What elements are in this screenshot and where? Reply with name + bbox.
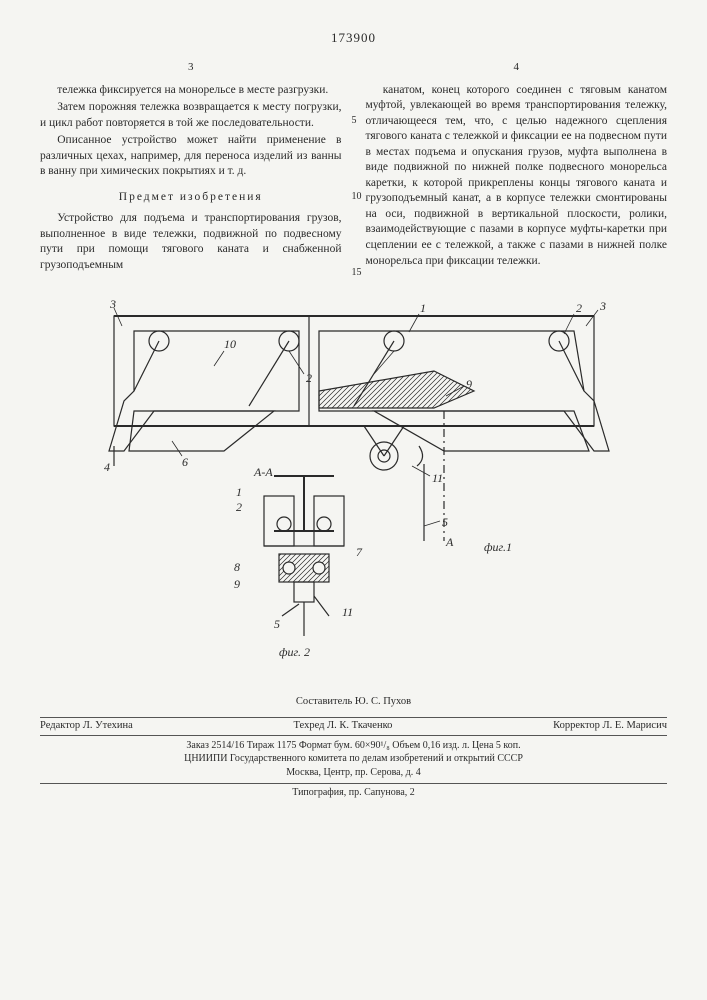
callout-2b: 2	[306, 371, 312, 385]
text-columns: 3 тележка фиксируется на монорельсе в ме…	[40, 60, 667, 276]
callout-4: 4	[104, 460, 110, 474]
credits-block: Составитель Ю. С. Пухов Редактор Л. Утех…	[40, 696, 667, 799]
callout-8: 8	[234, 560, 240, 574]
patent-figure: 1 2 2 3 3 4 5 6 9 10 11 А фиг.1 А-А 2 1 …	[74, 296, 634, 676]
pub-line: Москва, Центр, пр. Серова, д. 4	[40, 766, 667, 780]
callout-2c: 2	[236, 500, 242, 514]
right-column: 4 5 10 15 канатом, конец которого соедин…	[366, 60, 668, 276]
techred: Техред Л. К. Ткаченко	[294, 720, 393, 731]
callout-3: 3	[109, 297, 116, 311]
doc-number: 173900	[40, 30, 667, 46]
para: Устройство для подъема и транспортирован…	[40, 211, 342, 273]
composer: Составитель Ю. С. Пухов	[40, 696, 667, 707]
credits-row: Редактор Л. Утехина Техред Л. К. Ткаченк…	[40, 717, 667, 731]
callout-10: 10	[224, 337, 236, 351]
left-column: 3 тележка фиксируется на монорельсе в ме…	[40, 60, 342, 276]
line-number: 5	[352, 114, 357, 128]
callout-5: 5	[442, 515, 448, 529]
para: канатом, конец которого соединен с тягов…	[366, 83, 668, 269]
callout-7: 7	[356, 545, 363, 559]
callout-2: 2	[576, 301, 582, 315]
line-number: 15	[352, 266, 362, 280]
section-title: Предмет изобретения	[40, 190, 342, 206]
callout-1b: 1	[236, 485, 242, 499]
section-A: А	[445, 535, 454, 549]
page-number-left: 3	[40, 60, 342, 75]
pub-line: Заказ 2514/16 Тираж 1175 Формат бум. 60×…	[40, 739, 667, 753]
callout-1: 1	[420, 301, 426, 315]
publication-info: Заказ 2514/16 Тираж 1175 Формат бум. 60×…	[40, 735, 667, 780]
section-AA: А-А	[253, 465, 273, 479]
typography: Типография, пр. Сапунова, 2	[40, 783, 667, 798]
fig1-label: фиг.1	[484, 540, 512, 554]
callout-6: 6	[182, 455, 188, 469]
callout-9: 9	[466, 377, 472, 391]
pub-line: ЦНИИПИ Государственного комитета по дела…	[40, 752, 667, 766]
para: Затем порожняя тележка возвращается к ме…	[40, 100, 342, 131]
line-number: 10	[352, 190, 362, 204]
callout-11: 11	[432, 471, 443, 485]
figure-area: 1 2 2 3 3 4 5 6 9 10 11 А фиг.1 А-А 2 1 …	[40, 296, 667, 676]
para: Описанное устройство может найти примене…	[40, 133, 342, 180]
callout-11b: 11	[342, 605, 353, 619]
page-number-right: 4	[366, 60, 668, 75]
para: тележка фиксируется на монорельсе в мест…	[40, 83, 342, 99]
callout-5b: 5	[274, 617, 280, 631]
patent-page: 173900 3 тележка фиксируется на монорель…	[0, 0, 707, 1000]
callout-9b: 9	[234, 577, 240, 591]
corrector: Корректор Л. Е. Марисич	[553, 720, 667, 731]
editor: Редактор Л. Утехина	[40, 720, 133, 731]
fig2-label: фиг. 2	[279, 645, 310, 659]
callout-3b: 3	[599, 299, 606, 313]
